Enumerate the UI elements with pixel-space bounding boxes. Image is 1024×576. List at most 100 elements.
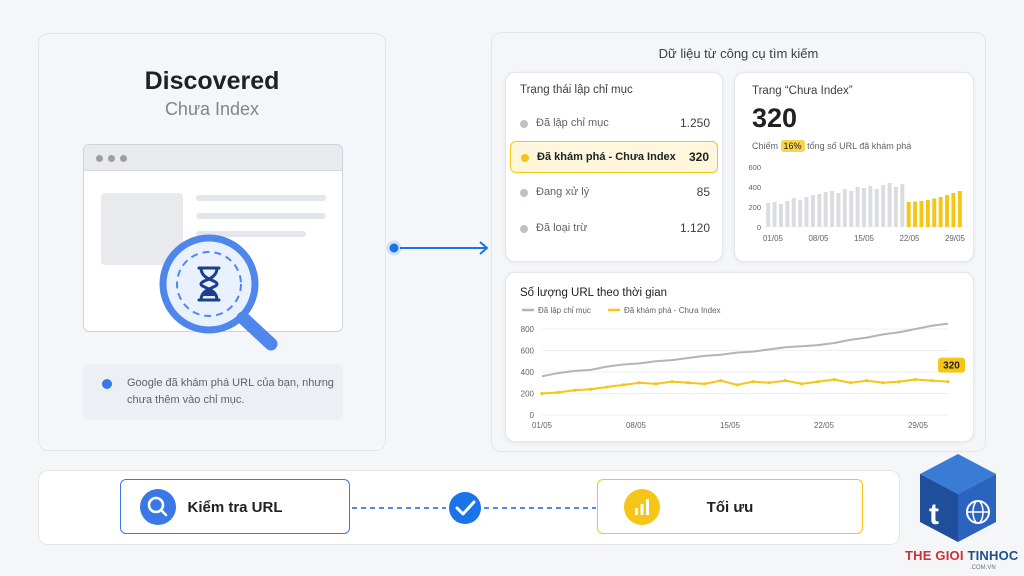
y-tick-label: 0 <box>530 411 535 420</box>
browser-toolbar <box>84 145 342 171</box>
series-point <box>719 379 723 383</box>
optimize-button[interactable]: Tối ưu <box>597 479 863 534</box>
info-dot-icon <box>102 379 112 389</box>
not-indexed-title: Trang “Chưa Index” <box>752 85 853 97</box>
index-row-label: Đã khám phá - Chưa Index <box>537 151 676 163</box>
arrow-right-icon <box>386 240 489 256</box>
series-point <box>702 382 706 386</box>
series-point <box>637 381 642 385</box>
bar-indexed <box>836 193 841 227</box>
series-point <box>572 388 577 392</box>
magnifier-hourglass-icon <box>159 234 278 351</box>
y-tick-label: 0 <box>757 223 761 232</box>
status-dot-icon <box>520 225 528 233</box>
bar-not-indexed <box>938 197 943 227</box>
series-point <box>670 380 674 384</box>
index-status-card: Trạng thái lập chỉ mục Đã lập chỉ mục 1.… <box>505 72 723 262</box>
brand-blue: TINHOC <box>967 548 1019 563</box>
svg-text:t: t <box>929 498 939 531</box>
y-tick-label: 600 <box>521 347 535 356</box>
line-chart-title: Số lượng URL theo thời gian <box>520 287 667 299</box>
y-tick-label: 200 <box>521 390 535 399</box>
series-point <box>800 382 804 386</box>
series-point <box>913 377 918 382</box>
series-point <box>784 379 788 383</box>
x-tick-label: 22/05 <box>814 421 835 430</box>
index-row-highlighted[interactable]: Đã khám phá - Chưa Index 320 <box>510 141 718 173</box>
series-point <box>816 380 820 384</box>
bar-indexed <box>817 194 822 227</box>
brand-domain: .COM.VN <box>970 565 996 571</box>
series-point <box>946 380 950 384</box>
text-line-placeholder <box>196 231 306 237</box>
x-tick-label: 22/05 <box>899 234 920 243</box>
share-suffix: tổng số URL đã khám phá <box>807 141 912 151</box>
series-point <box>832 377 836 382</box>
status-dot-icon <box>520 189 528 197</box>
x-tick-label: 01/05 <box>532 421 553 430</box>
end-value-label: 320 <box>943 361 960 372</box>
note-text: Google đã khám phá URL của bạn, nhưng ch… <box>127 377 334 406</box>
bar-indexed <box>785 201 790 227</box>
check-connector <box>352 492 596 524</box>
cube-logo-icon: t <box>920 454 996 542</box>
legend-label: Đã khám phá - Chưa Index <box>624 306 721 315</box>
x-tick-label: 29/05 <box>908 421 929 430</box>
status-dot-icon <box>520 120 528 128</box>
brand-wordmark: THE GIOI TINHOC <box>905 548 1019 563</box>
window-dot <box>108 155 115 162</box>
status-dot-icon <box>521 154 529 162</box>
bar-indexed <box>778 204 783 227</box>
x-tick-label: 15/05 <box>720 421 741 430</box>
window-dot <box>96 155 103 162</box>
series-point <box>556 390 560 395</box>
check-url-label: Kiểm tra URL <box>187 499 283 516</box>
not-indexed-count: 320 <box>752 103 798 133</box>
not-indexed-bar-chart: 600 400 200 001/05 08/05 15/05 22/05 29/05 <box>748 163 966 243</box>
bar-indexed <box>862 188 866 227</box>
bar-indexed <box>791 198 796 227</box>
series-point <box>881 381 885 385</box>
series-point <box>930 379 934 383</box>
discovered-note: Google đã khám phá URL của bạn, nhưng ch… <box>83 364 343 420</box>
bar-indexed <box>823 192 828 227</box>
url-over-time-line-chart: Số lượng URL theo thời gian Đã lập chỉ mụ… <box>520 287 965 430</box>
index-row[interactable]: Đã lập chỉ mục 1.250 <box>510 108 718 140</box>
bar-indexed <box>804 197 809 227</box>
bar-not-indexed <box>945 195 950 227</box>
search-data-title: Dữ liệu từ công cụ tìm kiếm <box>658 46 819 61</box>
bar-indexed <box>849 191 854 227</box>
bar-not-indexed <box>913 201 918 227</box>
series-point <box>621 383 625 387</box>
index-row[interactable]: Đã loại trừ 1.120 <box>510 213 718 245</box>
series-point <box>751 380 755 384</box>
share-badge: 16% <box>780 140 805 152</box>
index-row-label: Đã lập chỉ mục <box>536 117 609 129</box>
bar-indexed <box>893 187 898 227</box>
index-row-value: 320 <box>688 150 709 164</box>
series-point <box>767 381 771 385</box>
check-url-button[interactable]: Kiểm tra URL <box>120 479 350 534</box>
y-tick-label: 400 <box>748 183 761 192</box>
bar-indexed <box>798 200 803 227</box>
index-row-value: 85 <box>696 185 710 199</box>
url-over-time-card: Số lượng URL theo thời gian Đã lập chỉ mụ… <box>505 272 974 442</box>
optimize-label: Tối ưu <box>706 499 754 516</box>
x-tick-label: 29/05 <box>945 234 966 243</box>
bar-indexed <box>855 187 860 227</box>
series-point <box>865 379 869 383</box>
discovered-title: Discovered <box>144 67 280 95</box>
index-row[interactable]: Đang xử lý 85 <box>510 177 718 209</box>
bar-indexed <box>874 189 879 227</box>
bar-indexed <box>868 186 873 227</box>
y-tick-label: 400 <box>521 368 535 377</box>
text-line-placeholder <box>196 195 326 201</box>
index-row-label: Đang xử lý <box>536 186 590 198</box>
text-line-placeholder <box>196 213 326 219</box>
bar-not-indexed <box>957 191 962 227</box>
discovered-panel: Discovered Chưa Index Google đã khám phá… <box>38 33 386 451</box>
index-row-value: 1.120 <box>679 221 710 235</box>
series-point <box>589 387 593 391</box>
bar-indexed <box>842 189 847 227</box>
bar-not-indexed <box>919 201 924 227</box>
